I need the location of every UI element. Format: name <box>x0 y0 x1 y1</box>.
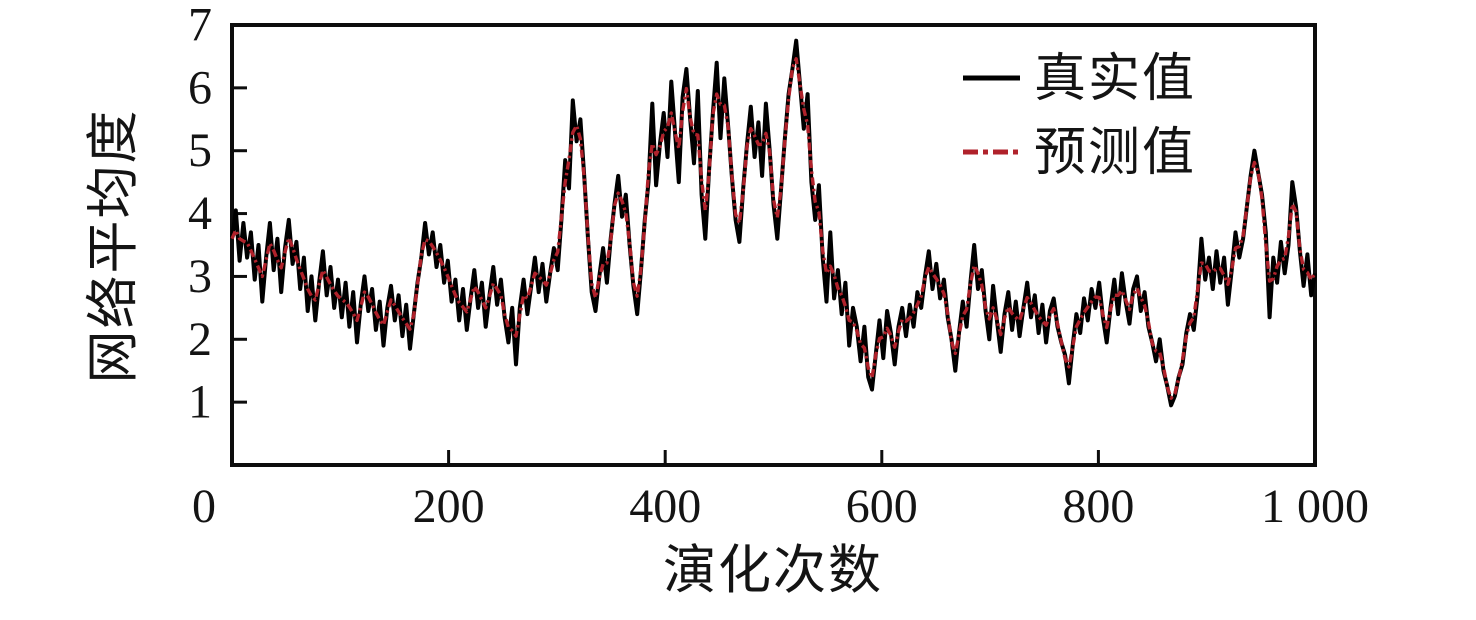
y-tick-label: 5 <box>188 124 212 177</box>
x-tick-label: 600 <box>846 480 918 533</box>
y-tick-label: 6 <box>188 61 212 114</box>
y-tick-label: 7 <box>188 0 212 52</box>
x-tick-label: 0 <box>192 480 216 533</box>
x-tick-label: 1 000 <box>1261 480 1369 533</box>
x-tick-label: 200 <box>413 480 485 533</box>
legend-label-true: 真实值 <box>1034 51 1196 108</box>
y-tick-label: 2 <box>188 313 212 366</box>
x-tick-label: 400 <box>629 480 701 533</box>
legend: 真实值 预测值 <box>963 51 1196 182</box>
plot-area: 1 2 3 4 5 6 7 0 200 400 600 800 1 000 <box>188 0 1369 533</box>
y-tick-label: 3 <box>188 250 212 303</box>
x-tick-label: 800 <box>1062 480 1134 533</box>
legend-label-pred: 预测值 <box>1034 125 1196 182</box>
series-pred-line <box>230 57 1317 400</box>
y-axis-title: 网络平均度 <box>85 109 143 384</box>
y-tick-label: 1 <box>188 376 212 429</box>
plot-frame <box>230 23 1317 467</box>
y-tick-label: 4 <box>188 187 212 240</box>
x-axis-title: 演化次数 <box>663 542 883 600</box>
